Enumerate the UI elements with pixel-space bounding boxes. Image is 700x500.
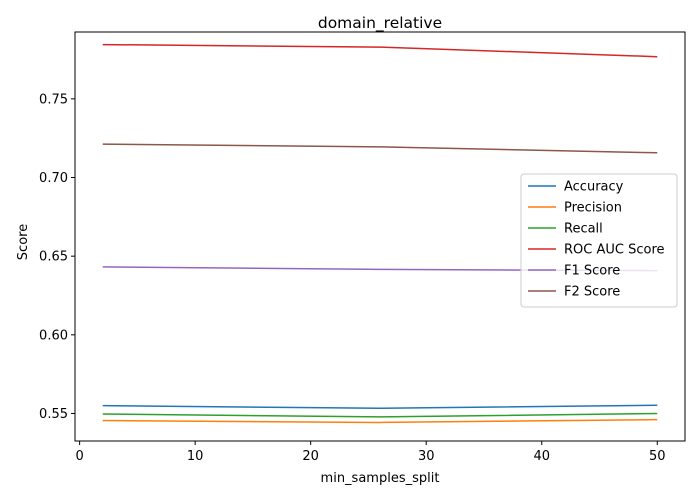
x-tick-label: 40 xyxy=(533,449,550,464)
legend-label-f1-score: F1 Score xyxy=(564,264,620,279)
series-line-recall xyxy=(102,412,658,418)
y-tick-label: 0.65 xyxy=(39,250,68,265)
legend-label-f2-score: F2 Score xyxy=(564,285,620,300)
y-tick-label: 0.55 xyxy=(39,407,68,422)
legend-box xyxy=(520,173,678,308)
plot-frame xyxy=(74,31,686,442)
y-tick-label: 0.70 xyxy=(39,171,68,186)
x-axis: 0 10 20 30 40 50 xyxy=(75,441,666,464)
series-line-roc-auc-score xyxy=(102,43,658,58)
series-line-precision xyxy=(102,418,658,424)
x-tick-label: 0 xyxy=(75,449,83,464)
x-tick-label: 20 xyxy=(302,449,319,464)
x-tick-label: 50 xyxy=(649,449,666,464)
y-axis-label: Score xyxy=(16,224,31,260)
series-line-f2-score xyxy=(102,143,658,154)
legend-label-accuracy: Accuracy xyxy=(564,180,624,195)
y-axis: 0.55 0.60 0.65 0.70 0.75 xyxy=(39,92,75,422)
legend: Accuracy Precision Recall ROC AUC Score F1 S… xyxy=(520,173,678,308)
legend-label-recall: Recall xyxy=(564,222,603,237)
series-line-accuracy xyxy=(102,404,658,410)
x-tick-label: 30 xyxy=(418,449,435,464)
chart-title: domain_relative xyxy=(318,14,442,33)
legend-label-precision: Precision xyxy=(564,201,622,216)
x-axis-label: min_samples_split xyxy=(321,471,440,486)
y-tick-label: 0.75 xyxy=(39,92,68,107)
legend-label-roc-auc-score: ROC AUC Score xyxy=(564,243,665,258)
y-tick-label: 0.60 xyxy=(39,328,68,343)
plot-area xyxy=(74,31,686,442)
series-lines xyxy=(102,43,658,424)
x-tick-label: 10 xyxy=(187,449,204,464)
